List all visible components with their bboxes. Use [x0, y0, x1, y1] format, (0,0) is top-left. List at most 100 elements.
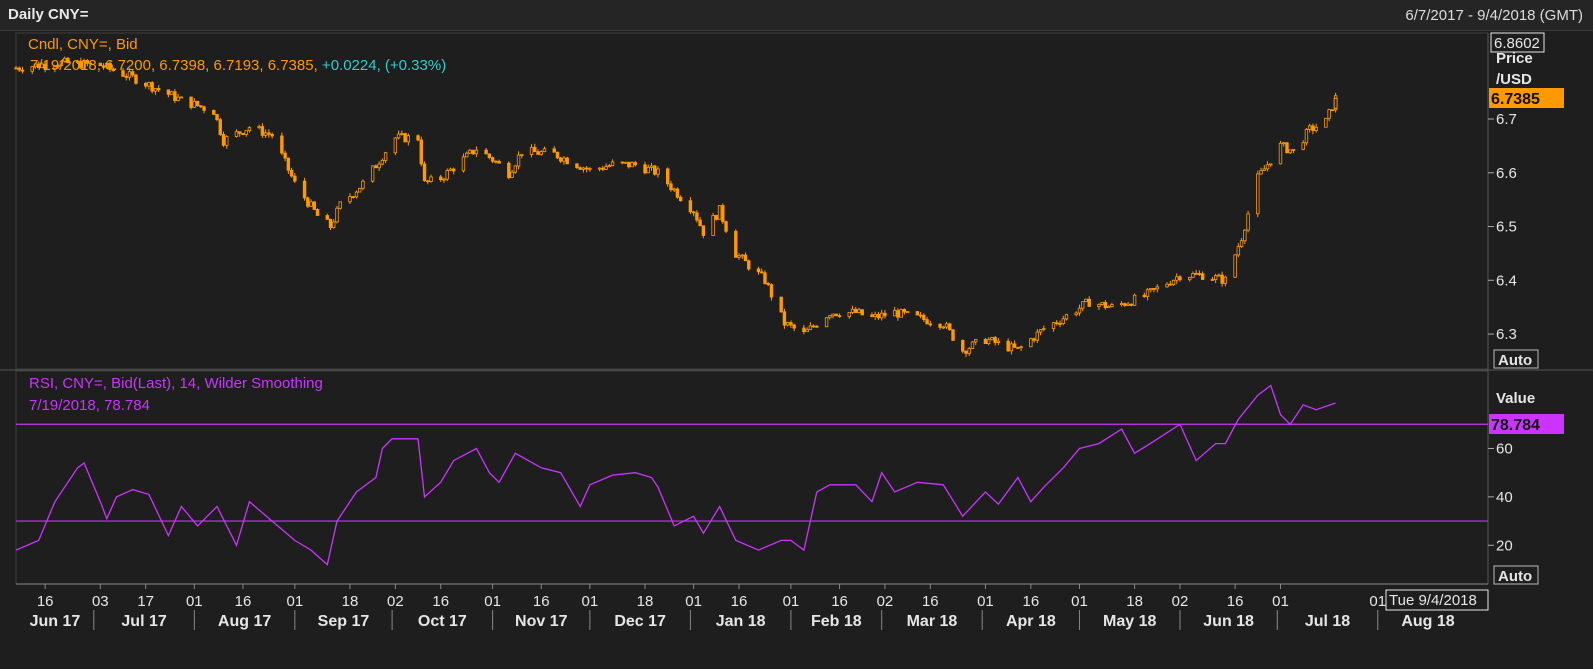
price-last-box	[1489, 88, 1564, 108]
candle-up	[588, 168, 592, 170]
candle-up	[1106, 306, 1111, 309]
candle-up	[1029, 338, 1033, 348]
candle-down	[312, 201, 316, 210]
candle-up	[1301, 142, 1305, 150]
candle-down	[507, 162, 511, 179]
candle-down	[98, 62, 102, 67]
candle-up	[990, 337, 994, 341]
candle-down	[1129, 303, 1134, 306]
candle-down	[766, 283, 770, 285]
candle-up	[1081, 301, 1085, 309]
candle-up	[970, 341, 975, 349]
x-day-label: 01	[977, 593, 994, 610]
candle-down	[837, 315, 842, 318]
candle-up	[176, 96, 180, 101]
candle-up	[1175, 276, 1179, 281]
candle-up	[169, 91, 174, 95]
candle-down	[760, 271, 764, 274]
candle-down	[14, 67, 18, 70]
candle-down	[789, 322, 793, 326]
candle-up	[464, 152, 469, 158]
candle-down	[1055, 322, 1059, 325]
candle-down	[487, 153, 492, 158]
candle-up	[1038, 329, 1043, 333]
candle-up	[1243, 229, 1247, 242]
candle-up	[377, 163, 381, 169]
candle-down	[870, 314, 874, 318]
candle-up	[1100, 301, 1104, 305]
candle-up	[56, 65, 60, 68]
candle-down	[150, 82, 154, 92]
x-day-label: 16	[731, 593, 748, 610]
x-day-label: 01	[685, 593, 702, 610]
candle-down	[1058, 323, 1062, 325]
candle-down	[578, 167, 582, 170]
candle-up	[1061, 318, 1065, 324]
price-panel[interactable]	[15, 32, 1489, 370]
candle-up	[1314, 126, 1318, 131]
candle-up	[30, 66, 34, 72]
x-day-label: 01	[186, 593, 203, 610]
candle-down	[666, 168, 670, 185]
candle-down	[938, 323, 942, 328]
x-month-label: May 18	[1103, 613, 1156, 630]
candle-down	[536, 151, 540, 155]
price-auto-button[interactable]	[1493, 349, 1539, 369]
candle-up	[1324, 117, 1328, 128]
candle-up	[785, 322, 790, 326]
candle-up	[1188, 276, 1192, 281]
candle-up	[646, 166, 650, 174]
candle-down	[199, 105, 203, 108]
candle-down	[241, 133, 245, 135]
candle-down	[620, 161, 625, 164]
x-day-label: 02	[1172, 593, 1189, 610]
rsi-axis-title: Value	[1496, 390, 1535, 407]
x-day-label: 01	[1071, 593, 1088, 610]
candle-down	[883, 312, 887, 317]
candle-down	[315, 209, 320, 216]
candle-up	[581, 167, 586, 170]
candle-up	[873, 313, 877, 318]
candle-down	[1123, 303, 1127, 306]
price-auto-label: Auto	[1498, 352, 1532, 369]
price-legend-ohlc: 7/19/2018, 6.7200, 6.7398, 6.7193, 6.738…	[30, 57, 318, 74]
x-day-label: 01	[286, 593, 303, 610]
chart-area[interactable]: 6.3 6.4 6.5 6.6 6.7 20 40 60 16 03 17 01 16 01 18 02 1…	[0, 30, 1593, 669]
candle-up	[127, 71, 132, 78]
candle-up	[986, 339, 991, 345]
rsi-panel[interactable]	[15, 370, 1489, 585]
x-month-label: Aug 17	[218, 613, 271, 630]
candle-up	[857, 309, 861, 313]
candle-up	[649, 165, 654, 168]
candle-up	[1239, 240, 1244, 248]
candle-up	[393, 137, 398, 154]
candle-up	[623, 161, 628, 164]
candle-up	[1119, 303, 1124, 305]
rsi-auto-label: Auto	[1498, 568, 1532, 585]
candle-down	[565, 157, 569, 165]
candle-down	[993, 337, 997, 343]
candle-up	[597, 167, 602, 170]
candle-up	[257, 126, 261, 129]
x-day-label: 16	[1227, 593, 1244, 610]
candle-down	[714, 215, 719, 220]
candle-down	[627, 161, 631, 168]
candle-up	[263, 132, 268, 136]
candle-down	[419, 139, 423, 165]
candle-up	[1223, 276, 1228, 284]
x-day-label: 16	[922, 593, 939, 610]
candle-up	[442, 178, 446, 181]
candle-down	[876, 313, 881, 319]
candle-down	[669, 183, 673, 191]
candle-up	[335, 207, 339, 223]
candle-up	[1009, 343, 1014, 352]
candle-down	[1006, 340, 1010, 352]
candle-down	[1012, 343, 1017, 348]
candle-up	[1269, 163, 1273, 166]
candle-down	[166, 89, 171, 95]
candle-up	[737, 255, 741, 258]
candle-down	[270, 133, 274, 137]
candle-up	[717, 205, 722, 220]
rsi-auto-button[interactable]	[1493, 565, 1539, 585]
price-legend-values: 7/19/2018, 6.7200, 6.7398, 6.7193, 6.738…	[30, 57, 446, 74]
